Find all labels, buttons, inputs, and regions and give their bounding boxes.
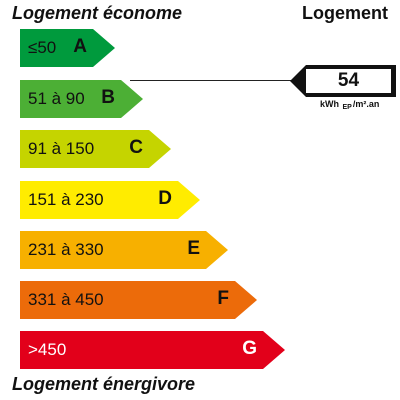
unit-tail: /m².an: [352, 99, 380, 109]
unit-main: kWh: [320, 99, 339, 109]
band-f: 331 à 450 F: [20, 281, 257, 319]
band-range: 231 à 330: [28, 240, 104, 259]
band-d: 151 à 230 D: [20, 181, 200, 219]
band-range: 151 à 230: [28, 190, 104, 209]
band-letter: G: [242, 338, 257, 359]
band-letter: F: [217, 288, 229, 309]
band-letter: E: [187, 238, 200, 259]
band-a: ≤50 A: [20, 29, 115, 67]
indicator-value: 54: [337, 70, 360, 91]
housing-label: Logement: [301, 3, 388, 23]
band-range: 91 à 150: [28, 139, 95, 158]
band-letter: B: [101, 87, 115, 108]
band-b: 51 à 90 B: [20, 80, 143, 118]
band-letter: A: [73, 36, 87, 57]
band-letter: D: [158, 188, 172, 209]
indicator-box: [306, 69, 391, 93]
band-e: 231 à 330 E: [20, 231, 228, 269]
energy-intensive-housing-label: Logement énergivore: [12, 374, 196, 394]
band-range: 331 à 450: [28, 290, 104, 309]
band-letter: C: [129, 137, 143, 158]
indicator-connector-line: [130, 80, 300, 81]
indicator-unit: kWh EP/m².an: [320, 99, 379, 111]
band-g: >450 G: [20, 331, 285, 369]
band-range: 51 à 90: [28, 89, 85, 108]
band-range: >450: [28, 340, 67, 359]
band-range: ≤50: [28, 38, 57, 57]
band-c: 91 à 150 C: [20, 130, 171, 168]
unit-sub: EP: [342, 104, 352, 111]
efficient-housing-label: Logement économe: [12, 3, 183, 23]
